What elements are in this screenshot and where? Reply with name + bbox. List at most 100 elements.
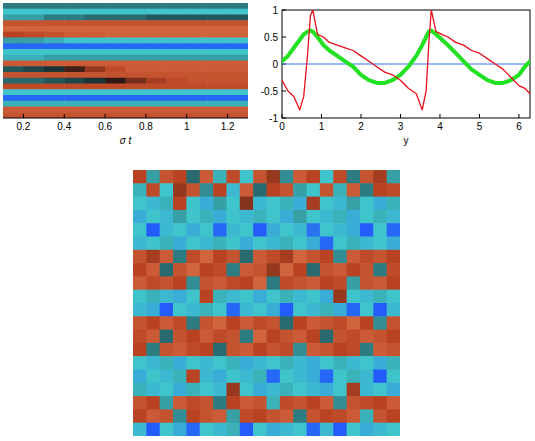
cell (226, 383, 240, 397)
cell (207, 107, 228, 113)
cell (173, 396, 187, 410)
cell (200, 197, 214, 211)
cell (64, 84, 85, 90)
cell (105, 61, 126, 67)
cell (173, 197, 187, 211)
cell (173, 170, 187, 184)
cell (213, 409, 227, 423)
cell (85, 107, 106, 113)
cell (146, 423, 160, 436)
cell (373, 276, 387, 290)
cell (166, 26, 187, 32)
cell (213, 343, 227, 357)
cell (267, 210, 281, 224)
cell (280, 210, 294, 224)
cell (240, 290, 254, 304)
cell (23, 72, 44, 78)
cell (133, 170, 147, 184)
cell (173, 370, 187, 384)
cell (333, 383, 347, 397)
cell (226, 423, 240, 436)
cell (105, 78, 126, 84)
cell (226, 330, 240, 344)
cell (228, 84, 248, 90)
cell (228, 9, 248, 15)
cell (240, 343, 254, 357)
cell (186, 223, 200, 237)
cell (373, 396, 387, 410)
cell (64, 61, 85, 67)
cell (293, 197, 307, 211)
cell (347, 316, 361, 330)
cell (44, 55, 65, 61)
cell (173, 356, 187, 370)
cell (347, 370, 361, 384)
cell (240, 330, 254, 344)
cell (240, 210, 254, 224)
cell (64, 49, 85, 55)
cell (186, 396, 200, 410)
cell (126, 49, 147, 55)
cell (228, 101, 248, 107)
cell (387, 210, 400, 224)
cell (146, 89, 167, 95)
cell (44, 43, 65, 49)
cell (373, 343, 387, 357)
cell (133, 210, 147, 224)
cell (64, 112, 85, 118)
cell (320, 276, 334, 290)
cell (105, 107, 126, 113)
cell (126, 32, 147, 38)
cell (207, 112, 228, 118)
cell (253, 343, 267, 357)
cell (166, 43, 187, 49)
cell (146, 112, 167, 118)
cell (146, 61, 167, 67)
cell (3, 15, 24, 21)
cell (200, 183, 214, 197)
cell (347, 223, 361, 237)
cell (133, 356, 147, 370)
cell (360, 223, 374, 237)
cell (387, 356, 400, 370)
cell (166, 49, 187, 55)
cell (360, 330, 374, 344)
cell (347, 170, 361, 184)
cell (207, 49, 228, 55)
cell (213, 170, 227, 184)
cell (133, 370, 147, 384)
cell (160, 303, 174, 317)
cell (293, 170, 307, 184)
cell (160, 356, 174, 370)
cell (373, 383, 387, 397)
cell (23, 20, 44, 26)
cell (373, 197, 387, 211)
cell (213, 250, 227, 264)
cell (146, 330, 160, 344)
cell (64, 89, 85, 95)
cell (187, 66, 208, 72)
cell (44, 15, 65, 21)
cell (85, 95, 106, 101)
cell (133, 343, 147, 357)
cell (166, 3, 187, 9)
cell (226, 396, 240, 410)
cell (307, 250, 321, 264)
cell (228, 72, 248, 78)
cell (387, 263, 400, 277)
cell (267, 250, 281, 264)
x-tick-label: 0.2 (16, 121, 30, 132)
cell (280, 197, 294, 211)
cell (347, 396, 361, 410)
cell (64, 95, 85, 101)
cell (126, 89, 147, 95)
cell (85, 101, 106, 107)
cell (373, 223, 387, 237)
cell (23, 26, 44, 32)
cell (207, 15, 228, 21)
cell (146, 20, 167, 26)
cell (146, 237, 160, 251)
cell (173, 276, 187, 290)
cell (3, 78, 24, 84)
cell (280, 183, 294, 197)
